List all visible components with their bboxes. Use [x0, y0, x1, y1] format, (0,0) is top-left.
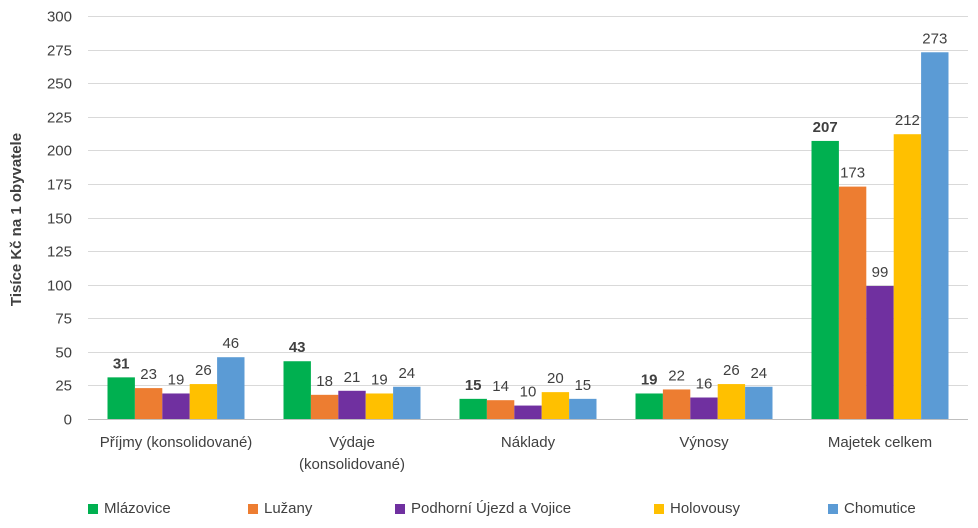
- data-label: 24: [750, 365, 767, 382]
- data-label: 31: [113, 355, 130, 372]
- bar: [283, 361, 311, 419]
- data-label: 14: [492, 378, 509, 395]
- x-axis-categories: Příjmy (konsolidované) Výdaje (konsolidova…: [100, 434, 932, 473]
- y-tick-label: 225: [47, 110, 72, 127]
- data-label: 212: [895, 112, 920, 129]
- legend-item: Podhorní Újezd a Vojice: [395, 500, 571, 517]
- x-category-label: Příjmy (konsolidované): [100, 434, 253, 451]
- data-label: 46: [222, 335, 239, 352]
- data-label: 20: [547, 370, 564, 387]
- bar: [459, 398, 487, 419]
- bar: [365, 393, 394, 419]
- y-tick-label: 125: [47, 244, 72, 261]
- legend-swatch: [88, 503, 98, 514]
- legend-label: Chomutice: [844, 500, 916, 517]
- bar: [745, 386, 773, 419]
- y-tick-label: 0: [64, 412, 72, 429]
- bar: [635, 393, 663, 419]
- y-tick-label: 50: [55, 345, 72, 362]
- legend-label: Lužany: [264, 500, 313, 517]
- data-label: 173: [840, 165, 865, 182]
- legend-swatch: [395, 503, 405, 514]
- data-label: 207: [813, 119, 838, 136]
- y-tick-label: 150: [47, 211, 72, 228]
- bars: [107, 52, 949, 420]
- y-tick-label: 75: [55, 311, 72, 328]
- data-label: 43: [289, 339, 306, 356]
- bar: [217, 357, 245, 419]
- bar: [838, 186, 867, 419]
- data-label: 24: [398, 365, 415, 382]
- bar: [162, 393, 190, 419]
- bar: [690, 397, 718, 419]
- legend-item: Holovousy: [654, 500, 740, 517]
- data-label: 21: [344, 369, 361, 386]
- bar: [486, 400, 515, 419]
- legend-item: Lužany: [248, 500, 312, 517]
- legend-label: Podhorní Újezd a Vojice: [411, 500, 572, 517]
- bar: [811, 140, 839, 419]
- bar-chart: 0 25 50 75 100 125 150 175 200 225 250 275 300 31 23 1…: [8, 9, 968, 473]
- data-label: 273: [922, 30, 947, 47]
- legend-label: Mlázovice: [104, 500, 171, 517]
- bar: [134, 388, 163, 419]
- y-tick-label: 200: [47, 143, 72, 160]
- bar: [662, 389, 691, 419]
- x-category-label: Náklady: [501, 434, 556, 451]
- legend-item: Mlázovice: [88, 500, 171, 517]
- data-label: 23: [140, 366, 157, 383]
- legend-swatch: [654, 503, 664, 514]
- x-category-label: (konsolidované): [299, 456, 405, 473]
- data-label: 15: [574, 377, 591, 394]
- data-label: 26: [195, 362, 212, 379]
- bar: [338, 390, 366, 419]
- data-label: 99: [872, 264, 889, 281]
- data-label: 16: [696, 376, 713, 393]
- data-label: 15: [465, 377, 482, 394]
- x-category-label: Výnosy: [679, 434, 729, 451]
- bar: [393, 386, 421, 419]
- data-label: 19: [641, 371, 658, 388]
- y-tick-label: 275: [47, 43, 72, 60]
- bar: [514, 405, 542, 419]
- y-tick-label: 250: [47, 76, 72, 93]
- bar: [541, 392, 570, 419]
- legend-item: Chomutice: [828, 500, 916, 517]
- bar: [189, 384, 218, 419]
- y-tick-label: 175: [47, 177, 72, 194]
- legend-label: Holovousy: [670, 500, 741, 517]
- y-tick-label: 25: [55, 378, 72, 395]
- legend: Mlázovice Lužany Podhorní Újezd a Vojice Ho…: [88, 500, 968, 522]
- data-label: 22: [668, 367, 685, 384]
- x-category-label: Výdaje: [329, 434, 375, 451]
- y-axis-ticks: 0 25 50 75 100 125 150 175 200 225 250 275 300: [47, 9, 72, 429]
- bar: [921, 52, 949, 420]
- bar: [569, 398, 597, 419]
- data-labels: 31 23 19 26 46 43 18 21 19 24 15 14 10 20 15 19 22 16 26 24…: [113, 30, 947, 400]
- data-label: 18: [316, 373, 333, 390]
- y-tick-label: 300: [47, 9, 72, 26]
- data-label: 10: [520, 384, 537, 401]
- gridlines: [88, 16, 968, 386]
- bar: [310, 394, 339, 419]
- y-tick-label: 100: [47, 278, 72, 295]
- data-label: 19: [168, 371, 185, 388]
- bar: [893, 134, 922, 420]
- bar: [866, 286, 894, 419]
- data-label: 19: [371, 371, 388, 388]
- legend-swatch: [248, 503, 258, 514]
- bar: [717, 384, 746, 419]
- bar: [107, 377, 135, 419]
- y-axis-label: Tisíce Kč na 1 obyvatele: [8, 133, 25, 306]
- legend-swatch: [828, 503, 838, 514]
- data-label: 26: [723, 362, 740, 379]
- x-category-label: Majetek celkem: [828, 434, 932, 451]
